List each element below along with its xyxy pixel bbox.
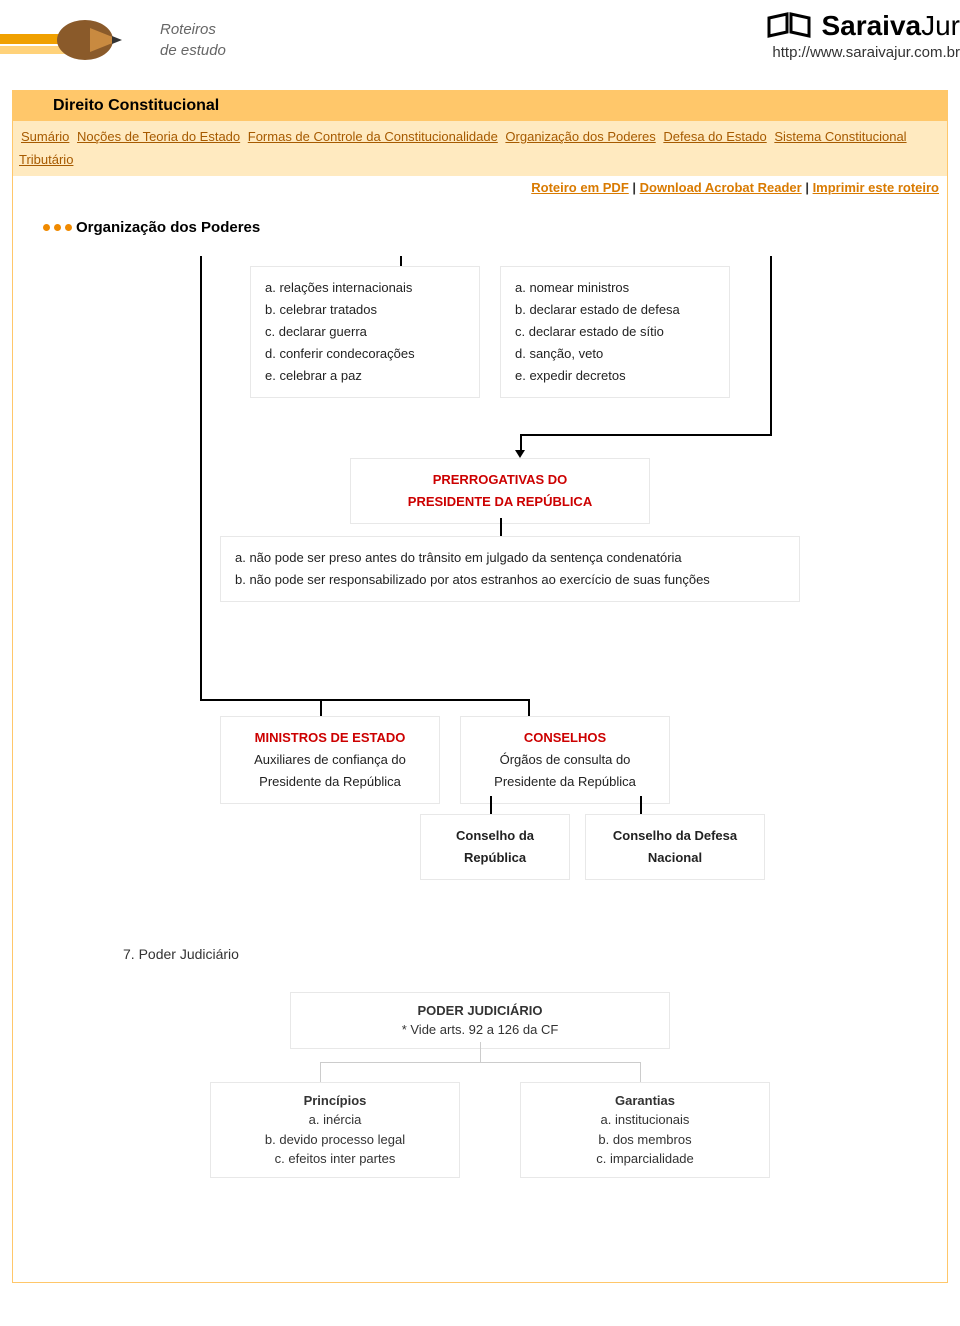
nav-formas[interactable]: Formas de Controle da Constitucionalidad… [248, 129, 498, 144]
roteiros-logo [0, 10, 140, 70]
item: c. imparcialidade [535, 1149, 755, 1169]
connector-line [320, 1062, 640, 1063]
l1: Conselho da [435, 825, 555, 847]
header-right: SaraivaJur http://www.saraivajur.com.br [765, 10, 960, 61]
nav-bar: Sumário Noções de Teoria do Estado Forma… [13, 121, 947, 176]
main-container: Direito Constitucional Sumário Noções de… [12, 90, 948, 1283]
book-icon [765, 10, 815, 42]
section-title-text: Organização dos Poderes [76, 219, 260, 236]
box-chefe-estado: a. relações internacionais b. celebrar t… [250, 266, 480, 398]
box-conselho-republica: Conselho da República [420, 814, 570, 880]
nav-organizacao[interactable]: Organização dos Poderes [505, 129, 655, 144]
connector-line [520, 434, 772, 436]
item: b. declarar estado de defesa [515, 299, 715, 321]
prerrogativas-l1: PRERROGATIVAS DO [365, 469, 635, 491]
box-ministros: MINISTROS DE ESTADO Auxiliares de confia… [220, 716, 440, 804]
ministros-title: MINISTROS DE ESTADO [235, 727, 425, 749]
nav-sumario[interactable]: Sumário [21, 129, 69, 144]
item: e. celebrar a paz [265, 365, 465, 387]
brand-main: Saraiva [821, 10, 921, 41]
conselhos-title: CONSELHOS [475, 727, 655, 749]
garantias-title: Garantias [535, 1091, 755, 1111]
subsection-7-title: 7. Poder Judiciário [123, 946, 917, 962]
actions-bar: Roteiro em PDF | Download Acrobat Reader… [13, 176, 947, 199]
box-conselhos: CONSELHOS Órgãos de consulta do Presiden… [460, 716, 670, 804]
item: b. devido processo legal [225, 1130, 445, 1150]
nav-defesa[interactable]: Defesa do Estado [663, 129, 766, 144]
arrow-down-icon [515, 450, 525, 458]
item: a. institucionais [535, 1110, 755, 1130]
connector-line [200, 699, 530, 701]
pencil-icon [0, 10, 140, 70]
bullet-dot-icon [43, 224, 50, 231]
connector-line [490, 796, 492, 816]
item: a. inércia [225, 1110, 445, 1130]
action-acrobat[interactable]: Download Acrobat Reader [640, 180, 802, 195]
connector-line [528, 699, 530, 717]
sep2: | [805, 180, 812, 195]
item: a. nomear ministros [515, 277, 715, 299]
section-heading: Organização dos Poderes [43, 219, 917, 236]
saraiva-logo: SaraivaJur [765, 10, 960, 42]
connector-line [200, 256, 202, 701]
item: b. dos membros [535, 1130, 755, 1150]
nav-nocoes[interactable]: Noções de Teoria do Estado [77, 129, 240, 144]
ministros-sub2: Presidente da República [235, 771, 425, 793]
bullet-dot-icon [54, 224, 61, 231]
sep1: | [632, 180, 639, 195]
jud-sub: * Vide arts. 92 a 126 da CF [305, 1020, 655, 1040]
item: d. sanção, veto [515, 343, 715, 365]
roteiros-line2: de estudo [160, 40, 226, 61]
connector-line [640, 1062, 641, 1082]
connector-line [770, 256, 772, 436]
diagram-judiciario: PODER JUDICIÁRIO * Vide arts. 92 a 126 d… [120, 992, 840, 1222]
roteiros-title: Roteiros de estudo [160, 19, 226, 61]
conselhos-sub2: Presidente da República [475, 771, 655, 793]
item: c. declarar guerra [265, 321, 465, 343]
page-title: Direito Constitucional [13, 91, 947, 121]
box-principios: Princípios a. inércia b. devido processo… [210, 1082, 460, 1178]
item: a. não pode ser preso antes do trânsito … [235, 547, 785, 569]
principios-title: Princípios [225, 1091, 445, 1111]
l1: Conselho da Defesa [600, 825, 750, 847]
header-left: Roteiros de estudo [0, 10, 226, 70]
box-prerrogativas-items: a. não pode ser preso antes do trânsito … [220, 536, 800, 602]
brand-url: http://www.saraivajur.com.br [765, 44, 960, 61]
jud-title: PODER JUDICIÁRIO [305, 1001, 655, 1021]
connector-line [500, 518, 502, 536]
conselhos-sub1: Órgãos de consulta do [475, 749, 655, 771]
item: b. celebrar tratados [265, 299, 465, 321]
roteiros-line1: Roteiros [160, 19, 226, 40]
item: b. não pode ser responsabilizado por ato… [235, 569, 785, 591]
connector-line [640, 796, 642, 816]
content-area: Organização dos Poderes a. relações inte… [13, 199, 947, 1282]
action-print[interactable]: Imprimir este roteiro [813, 180, 939, 195]
box-poder-judiciario: PODER JUDICIÁRIO * Vide arts. 92 a 126 d… [290, 992, 670, 1049]
diagram-organizacao: a. relações internacionais b. celebrar t… [70, 256, 890, 906]
box-prerrogativas-title: PRERROGATIVAS DO PRESIDENTE DA REPÚBLICA [350, 458, 650, 524]
box-chefe-governo: a. nomear ministros b. declarar estado d… [500, 266, 730, 398]
item: d. conferir condecorações [265, 343, 465, 365]
item: c. declarar estado de sítio [515, 321, 715, 343]
box-conselho-defesa: Conselho da Defesa Nacional [585, 814, 765, 880]
brand-suffix: Jur [921, 10, 960, 41]
item: c. efeitos inter partes [225, 1149, 445, 1169]
action-pdf[interactable]: Roteiro em PDF [531, 180, 629, 195]
l2: República [435, 847, 555, 869]
ministros-sub1: Auxiliares de confiança do [235, 749, 425, 771]
connector-line [320, 1062, 321, 1082]
connector-line [480, 1042, 481, 1062]
box-garantias: Garantias a. institucionais b. dos membr… [520, 1082, 770, 1178]
page-header: Roteiros de estudo SaraivaJur http://www… [0, 0, 960, 90]
bullet-dot-icon [65, 224, 72, 231]
connector-line [320, 699, 322, 717]
prerrogativas-l2: PRESIDENTE DA REPÚBLICA [365, 491, 635, 513]
item: e. expedir decretos [515, 365, 715, 387]
item: a. relações internacionais [265, 277, 465, 299]
l2: Nacional [600, 847, 750, 869]
